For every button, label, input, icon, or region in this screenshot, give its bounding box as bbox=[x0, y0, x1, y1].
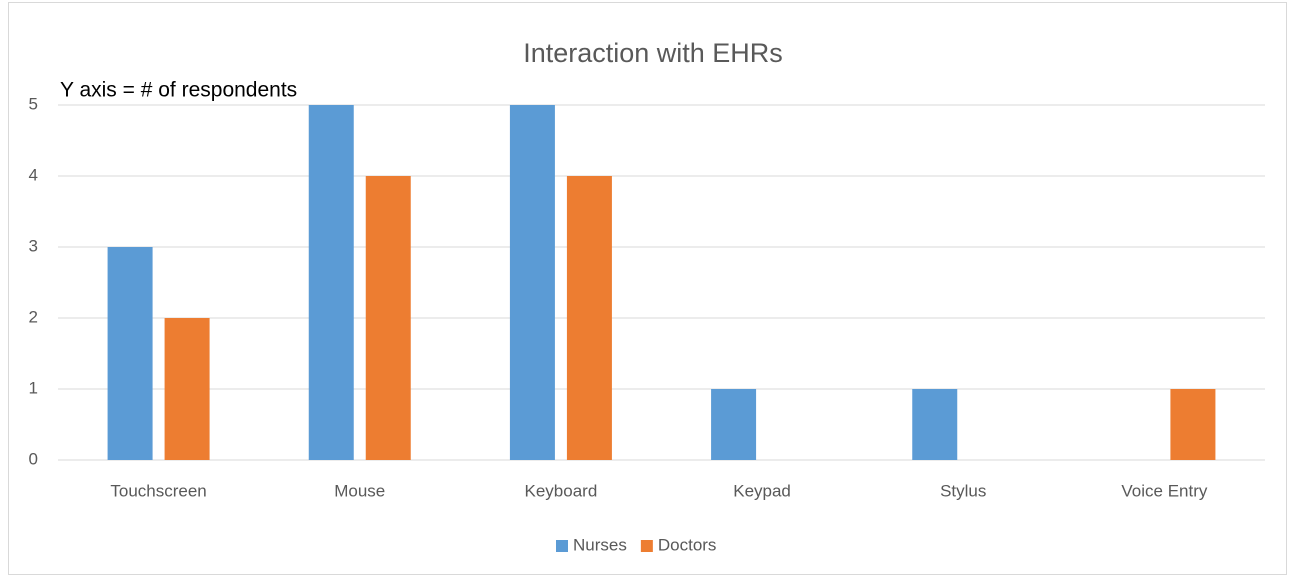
chart-border bbox=[8, 2, 1287, 575]
bar bbox=[365, 176, 411, 460]
legend-label: Nurses bbox=[573, 535, 627, 554]
x-tick-label: Touchscreen bbox=[110, 481, 206, 500]
y-tick-label: 4 bbox=[29, 165, 38, 184]
y-tick-label: 2 bbox=[29, 307, 38, 326]
x-tick-label: Stylus bbox=[940, 481, 986, 500]
bar bbox=[566, 176, 612, 460]
bar bbox=[164, 318, 210, 460]
bar bbox=[711, 389, 757, 460]
bar bbox=[912, 389, 958, 460]
legend-label: Doctors bbox=[658, 535, 717, 554]
bar bbox=[107, 247, 153, 460]
legend-swatch bbox=[556, 540, 568, 552]
x-tick-label: Keyboard bbox=[525, 481, 598, 500]
x-tick-label: Voice Entry bbox=[1121, 481, 1207, 500]
y-tick-label: 0 bbox=[29, 449, 38, 468]
bar bbox=[308, 105, 354, 460]
x-tick-label: Keypad bbox=[733, 481, 791, 500]
annotation: Y axis = # of respondents bbox=[60, 79, 297, 102]
chart-title: Interaction with EHRs bbox=[523, 38, 783, 68]
bar bbox=[509, 105, 555, 460]
legend-swatch bbox=[640, 540, 653, 552]
bar bbox=[1170, 389, 1216, 460]
y-tick-label: 3 bbox=[29, 236, 38, 255]
x-tick-label: Mouse bbox=[334, 481, 385, 500]
y-tick-label: 1 bbox=[29, 378, 38, 397]
y-tick-label: 5 bbox=[29, 94, 38, 113]
